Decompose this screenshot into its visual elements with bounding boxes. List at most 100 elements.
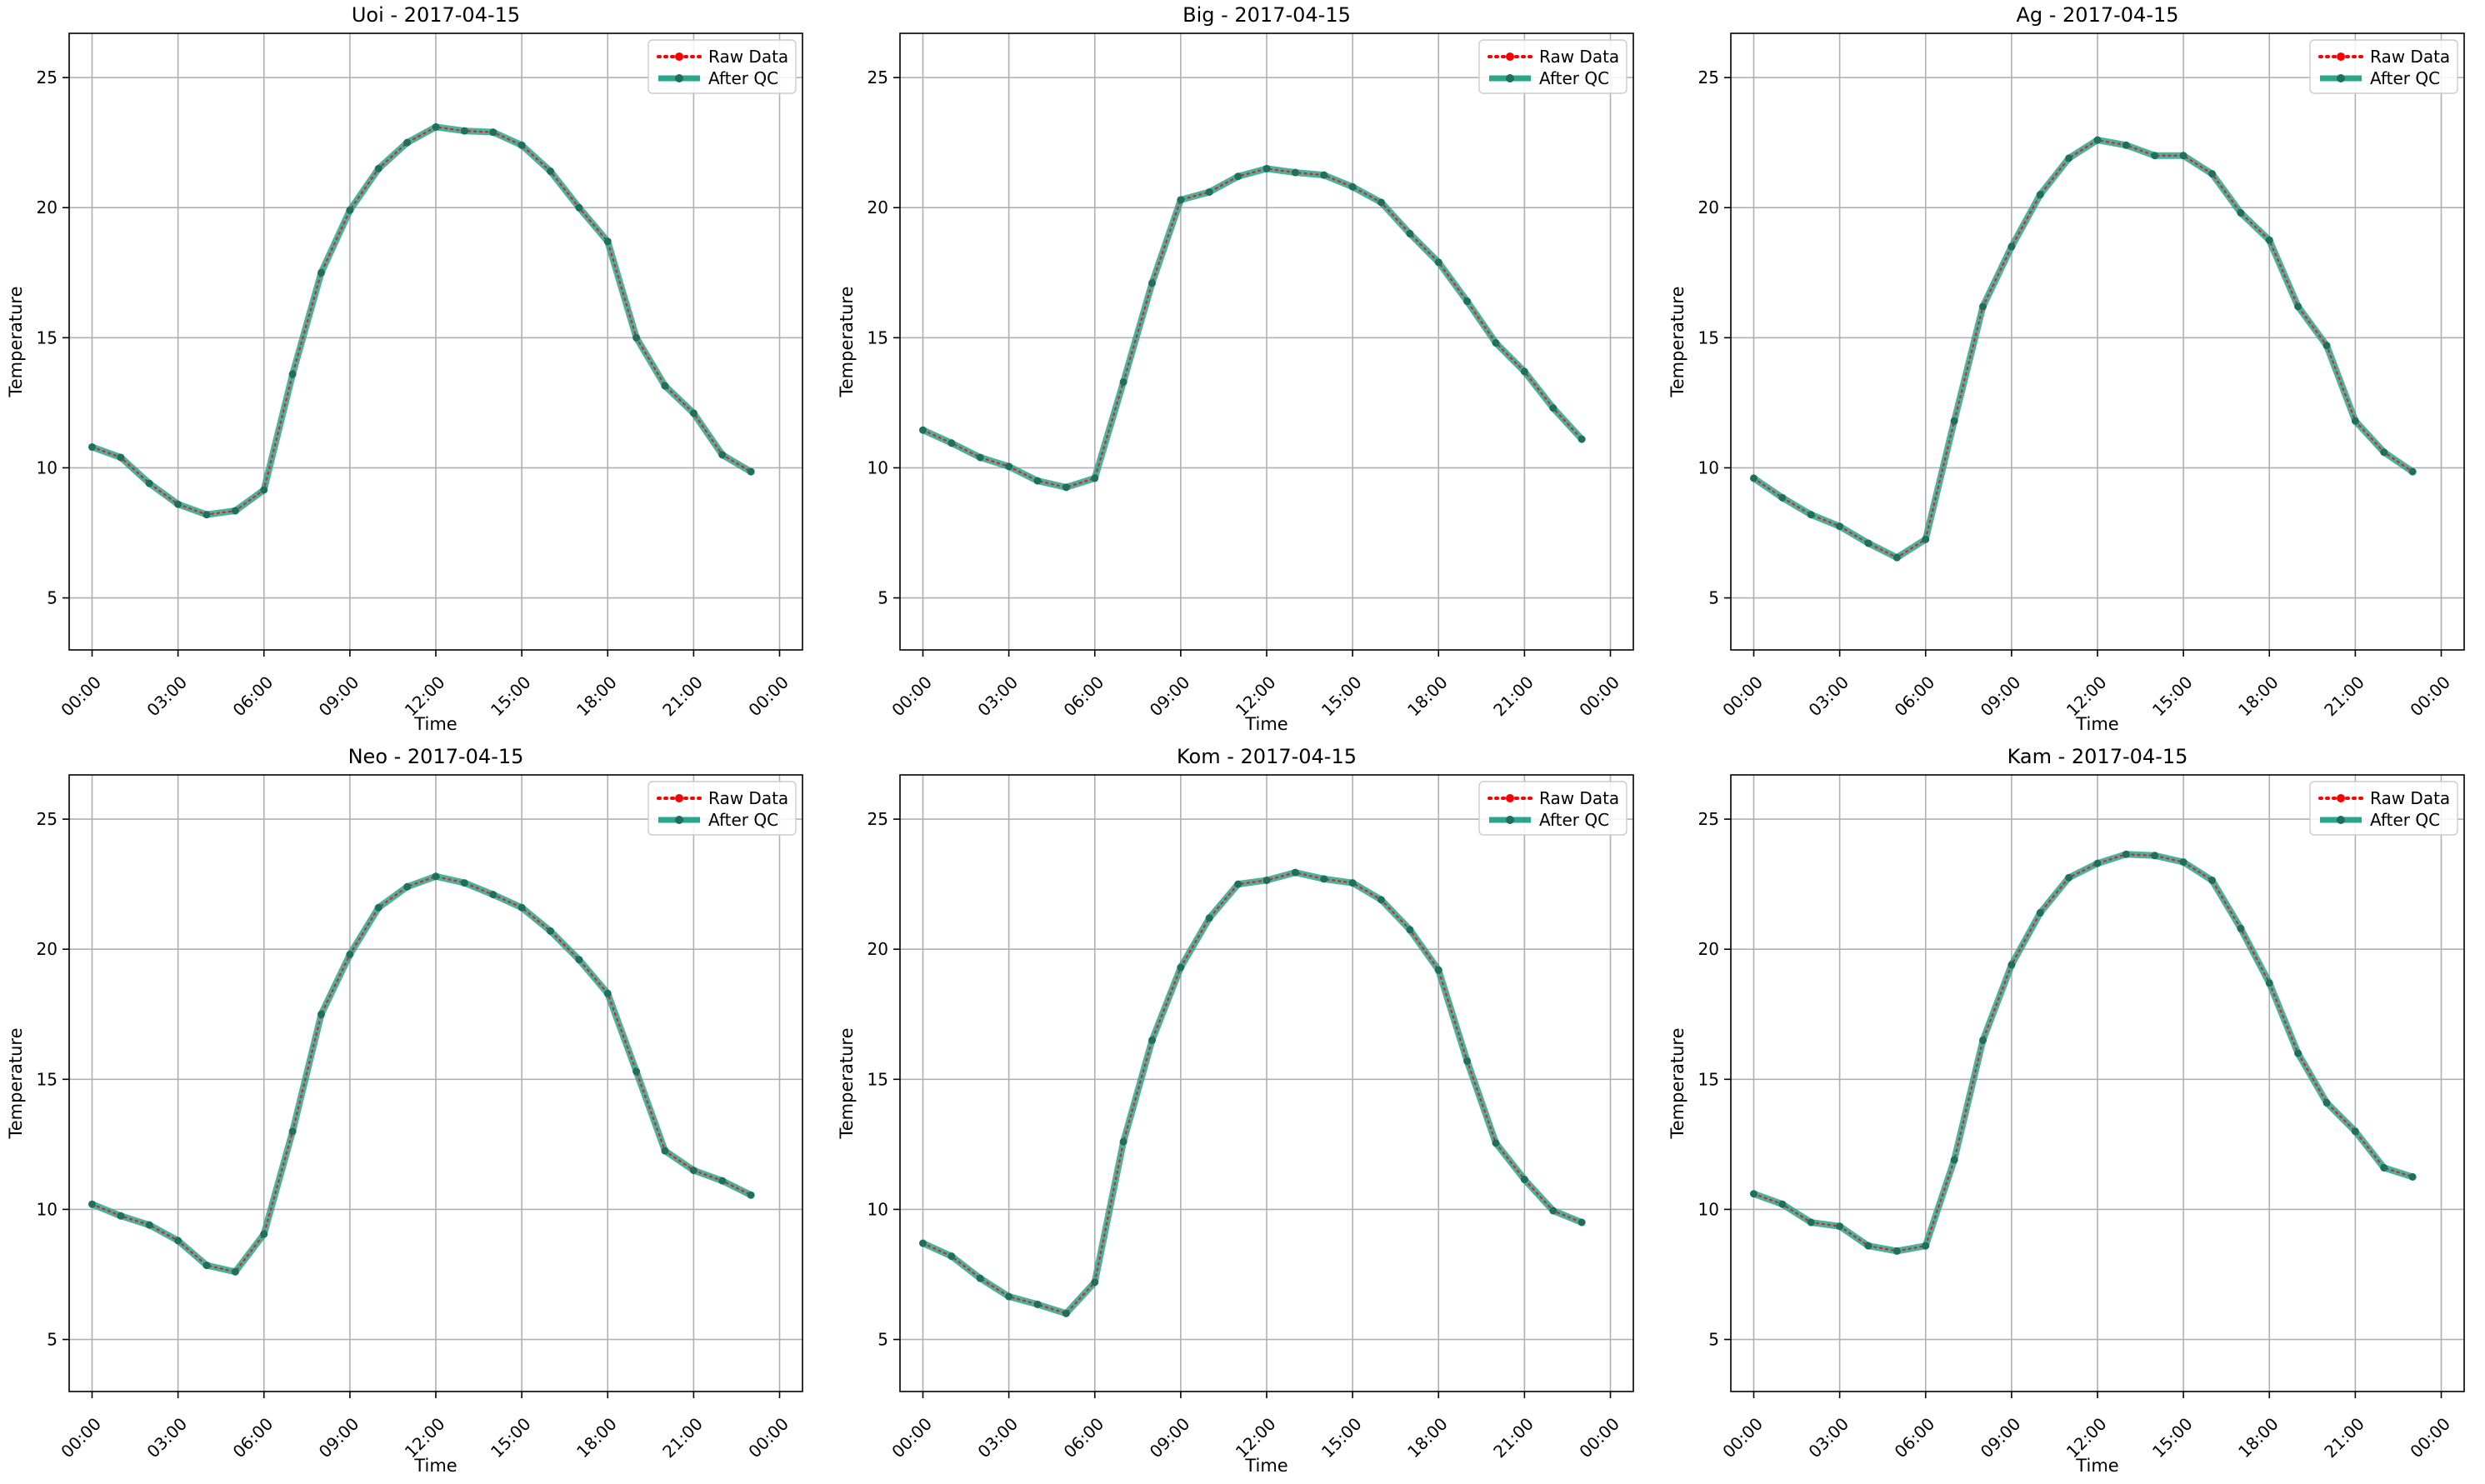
data-point (2151, 152, 2159, 160)
y-axis-label: Temperature (6, 1027, 26, 1139)
data-point (1406, 926, 1414, 934)
data-point (718, 451, 727, 459)
y-tick-label: 5 (878, 1330, 888, 1350)
chart-title: Neo - 2017-04-15 (348, 745, 524, 768)
data-point (2151, 852, 2159, 860)
x-tick-label: 09:00 (1146, 1414, 1194, 1462)
y-tick-label: 10 (1698, 457, 1719, 477)
x-tick-label: 12:00 (1232, 672, 1280, 721)
data-point (1520, 1176, 1528, 1184)
data-point (1778, 493, 1787, 502)
data-point (2294, 1049, 2302, 1057)
data-point (1463, 297, 1472, 306)
data-point (1091, 1278, 1099, 1287)
data-point (1979, 1036, 1987, 1044)
y-tick-label: 20 (1698, 197, 1719, 217)
x-axis-label: Time (413, 714, 457, 734)
data-point (346, 206, 354, 214)
data-point (2008, 961, 2016, 969)
data-point (2265, 236, 2273, 244)
data-point (948, 1252, 956, 1261)
data-point (2380, 448, 2388, 457)
x-tick-label: 15:00 (487, 672, 535, 721)
x-tick-label: 15:00 (1318, 1414, 1366, 1462)
y-axis-label: Temperature (837, 286, 857, 397)
y-tick-label: 10 (868, 1199, 888, 1219)
data-point (919, 426, 927, 434)
data-point (1778, 1200, 1787, 1208)
x-tick-label: 15:00 (2148, 1414, 2197, 1462)
data-point (2237, 208, 2245, 217)
data-point (2122, 850, 2130, 858)
y-tick-label: 15 (868, 1069, 888, 1089)
data-point (2351, 417, 2359, 425)
data-point (260, 1230, 268, 1238)
y-tick-label: 5 (1708, 1330, 1719, 1350)
legend-marker-after-qc (2337, 74, 2345, 82)
data-point (1864, 1242, 1872, 1250)
data-point (202, 511, 211, 519)
data-point (1205, 914, 1213, 922)
series-line-after-qc (88, 123, 755, 518)
data-point (2093, 859, 2102, 867)
y-tick-label: 5 (878, 588, 888, 608)
data-point (1807, 1218, 1815, 1227)
data-point (603, 237, 612, 246)
data-point (1950, 417, 1958, 425)
y-tick-label: 20 (37, 939, 58, 959)
chart-title: Kom - 2017-04-15 (1177, 745, 1357, 768)
data-point (689, 1167, 698, 1175)
data-point (489, 891, 498, 899)
data-point (2036, 908, 2044, 917)
data-point (145, 1221, 153, 1229)
data-point (174, 500, 182, 508)
data-point (1434, 966, 1442, 974)
x-tick-label: 09:00 (315, 1414, 363, 1462)
x-tick-label: 06:00 (1060, 1414, 1108, 1462)
data-point (2380, 1163, 2388, 1172)
data-point (2008, 242, 2016, 251)
x-tick-label: 06:00 (1060, 672, 1108, 721)
data-point (2408, 1172, 2417, 1181)
series-line-raw-data (922, 871, 1583, 1315)
data-point (318, 1010, 325, 1018)
legend-label-after-qc: After QC (708, 68, 778, 88)
data-point (575, 956, 583, 964)
x-tick-label: 03:00 (1804, 1414, 1852, 1462)
chart-panel-1: 00:00 03:00 06:00 09:00 12:00 15:00 18:00 21:00… (6, 3, 803, 734)
data-point (2065, 154, 2073, 162)
x-axis-label: Time (1244, 1456, 1288, 1476)
y-tick-label: 10 (1698, 1199, 1719, 1219)
x-tick-label: 06:00 (229, 672, 278, 721)
y-tick-label: 15 (37, 327, 58, 347)
data-point (661, 382, 669, 390)
data-point (1864, 539, 1872, 547)
data-point (288, 370, 297, 378)
x-tick-label: 00:00 (744, 672, 792, 721)
data-point (1348, 182, 1357, 191)
x-tick-label: 21:00 (1489, 672, 1538, 721)
y-tick-label: 25 (1698, 809, 1719, 829)
series-line-raw-data (1752, 853, 2414, 1252)
x-tick-label: 18:00 (572, 1414, 621, 1462)
y-tick-label: 10 (868, 457, 888, 477)
chart-panel-6: 00:00 03:00 06:00 09:00 12:00 15:00 18:00 21:00… (1668, 745, 2465, 1476)
data-point (1807, 511, 1815, 519)
x-tick-label: 15:00 (1318, 672, 1366, 721)
data-point (460, 127, 468, 135)
legend-marker-after-qc (675, 816, 683, 824)
y-tick-label: 5 (47, 588, 58, 608)
data-point (432, 122, 440, 131)
data-point (1492, 1139, 1500, 1147)
data-point (1177, 196, 1185, 204)
x-tick-label: 18:00 (1403, 672, 1452, 721)
data-point (1892, 1247, 1901, 1255)
y-tick-label: 15 (868, 327, 888, 347)
data-point (174, 1237, 182, 1245)
data-point (1148, 1036, 1156, 1044)
x-tick-label: 00:00 (1575, 1414, 1623, 1462)
x-tick-label: 12:00 (1232, 1414, 1280, 1462)
data-point (1119, 1137, 1128, 1146)
